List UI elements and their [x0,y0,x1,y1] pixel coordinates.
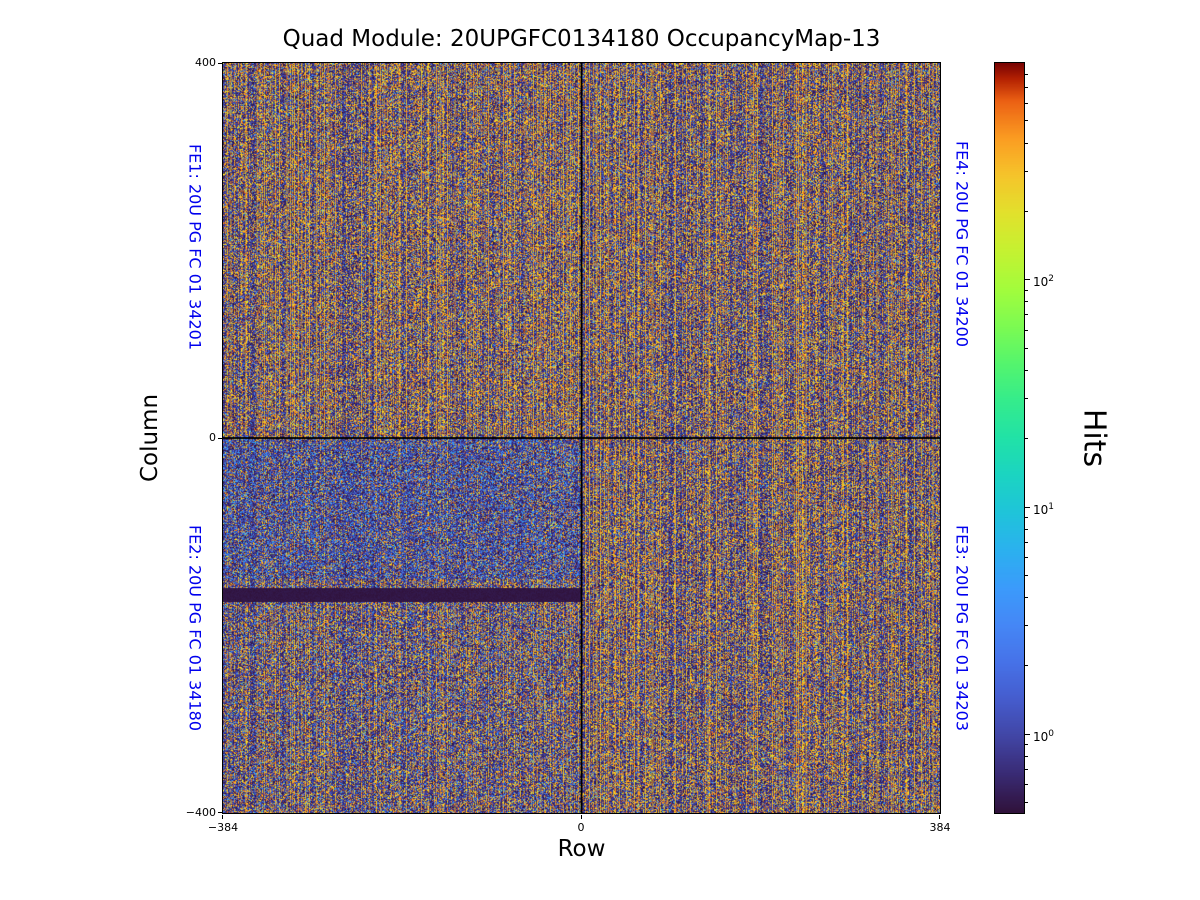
colorbar-minor-tick [1025,329,1028,331]
colorbar-gradient-canvas [995,63,1024,813]
y-tick-label: 0 [209,431,216,444]
colorbar-tick-label: 102 [1033,272,1055,290]
colorbar-minor-tick [1025,142,1028,144]
y-tick-mark [218,438,222,439]
colorbar-major-tick [1025,733,1030,735]
x-axis-label: Row [557,836,606,862]
colorbar-minor-tick [1025,398,1028,400]
colorbar-axis-label: Hits [1076,408,1112,468]
colorbar-minor-tick [1025,755,1028,757]
y-tick-mark [218,812,222,813]
colorbar-minor-tick [1025,369,1028,371]
colorbar-minor-tick [1025,170,1028,172]
colorbar-minor-tick [1025,625,1028,627]
colorbar-minor-tick [1025,210,1028,212]
colorbar-tick-base: 10 [1033,729,1049,744]
occupancy-heatmap-canvas [223,63,940,813]
colorbar-minor-tick [1025,574,1028,576]
heatmap-plot-area [222,62,941,814]
colorbar-minor-tick [1025,802,1028,804]
x-tick-mark [581,815,582,819]
colorbar-tick-exponent: 0 [1048,728,1055,739]
colorbar-tick-label: 101 [1033,500,1055,517]
plot-title: Quad Module: 20UPGFC0134180 OccupancyMap… [282,26,881,52]
colorbar-tick-exponent: 1 [1048,501,1055,512]
colorbar-minor-tick [1025,314,1028,316]
quadrant-label-fe3: FE3: 20U PG FC 01 34203 [952,524,972,732]
colorbar-minor-tick [1025,744,1028,746]
colorbar-minor-tick [1025,347,1028,349]
colorbar [994,62,1025,814]
y-tick-label: 400 [195,56,216,69]
colorbar-tick-base: 10 [1033,502,1049,517]
y-tick-label: −400 [185,806,216,819]
y-axis-label: Column [137,393,163,483]
colorbar-minor-tick [1025,665,1028,667]
colorbar-minor-tick [1025,784,1028,786]
x-tick-label: 384 [929,821,951,834]
colorbar-minor-tick [1025,87,1028,89]
colorbar-minor-tick [1025,438,1028,440]
x-tick-mark [222,815,223,819]
colorbar-minor-tick [1025,289,1028,291]
colorbar-minor-tick [1025,528,1028,530]
quadrant-label-fe1: FE1: 20U PG FC 01 34201 [185,143,205,351]
colorbar-minor-tick [1025,120,1028,122]
colorbar-minor-tick [1025,768,1028,770]
colorbar-tick-exponent: 2 [1048,274,1055,285]
quadrant-label-fe2: FE2: 20U PG FC 01 34180 [185,524,205,732]
colorbar-minor-tick [1025,301,1028,303]
quadrant-label-fe4: FE4: 20U PG FC 01 34200 [952,140,972,348]
colorbar-tick-label: 100 [1033,727,1055,744]
y-tick-mark [218,63,222,64]
colorbar-minor-tick [1025,541,1028,543]
colorbar-major-tick [1025,506,1030,508]
colorbar-minor-tick [1025,596,1028,598]
colorbar-major-tick [1025,279,1030,281]
colorbar-tick-base: 10 [1033,275,1049,290]
colorbar-minor-tick [1025,102,1028,104]
x-tick-label: 0 [577,821,585,834]
x-tick-mark [939,815,940,819]
colorbar-minor-tick [1025,516,1028,518]
colorbar-minor-tick [1025,74,1028,76]
colorbar-minor-tick [1025,556,1028,558]
x-tick-label: −384 [207,821,239,834]
